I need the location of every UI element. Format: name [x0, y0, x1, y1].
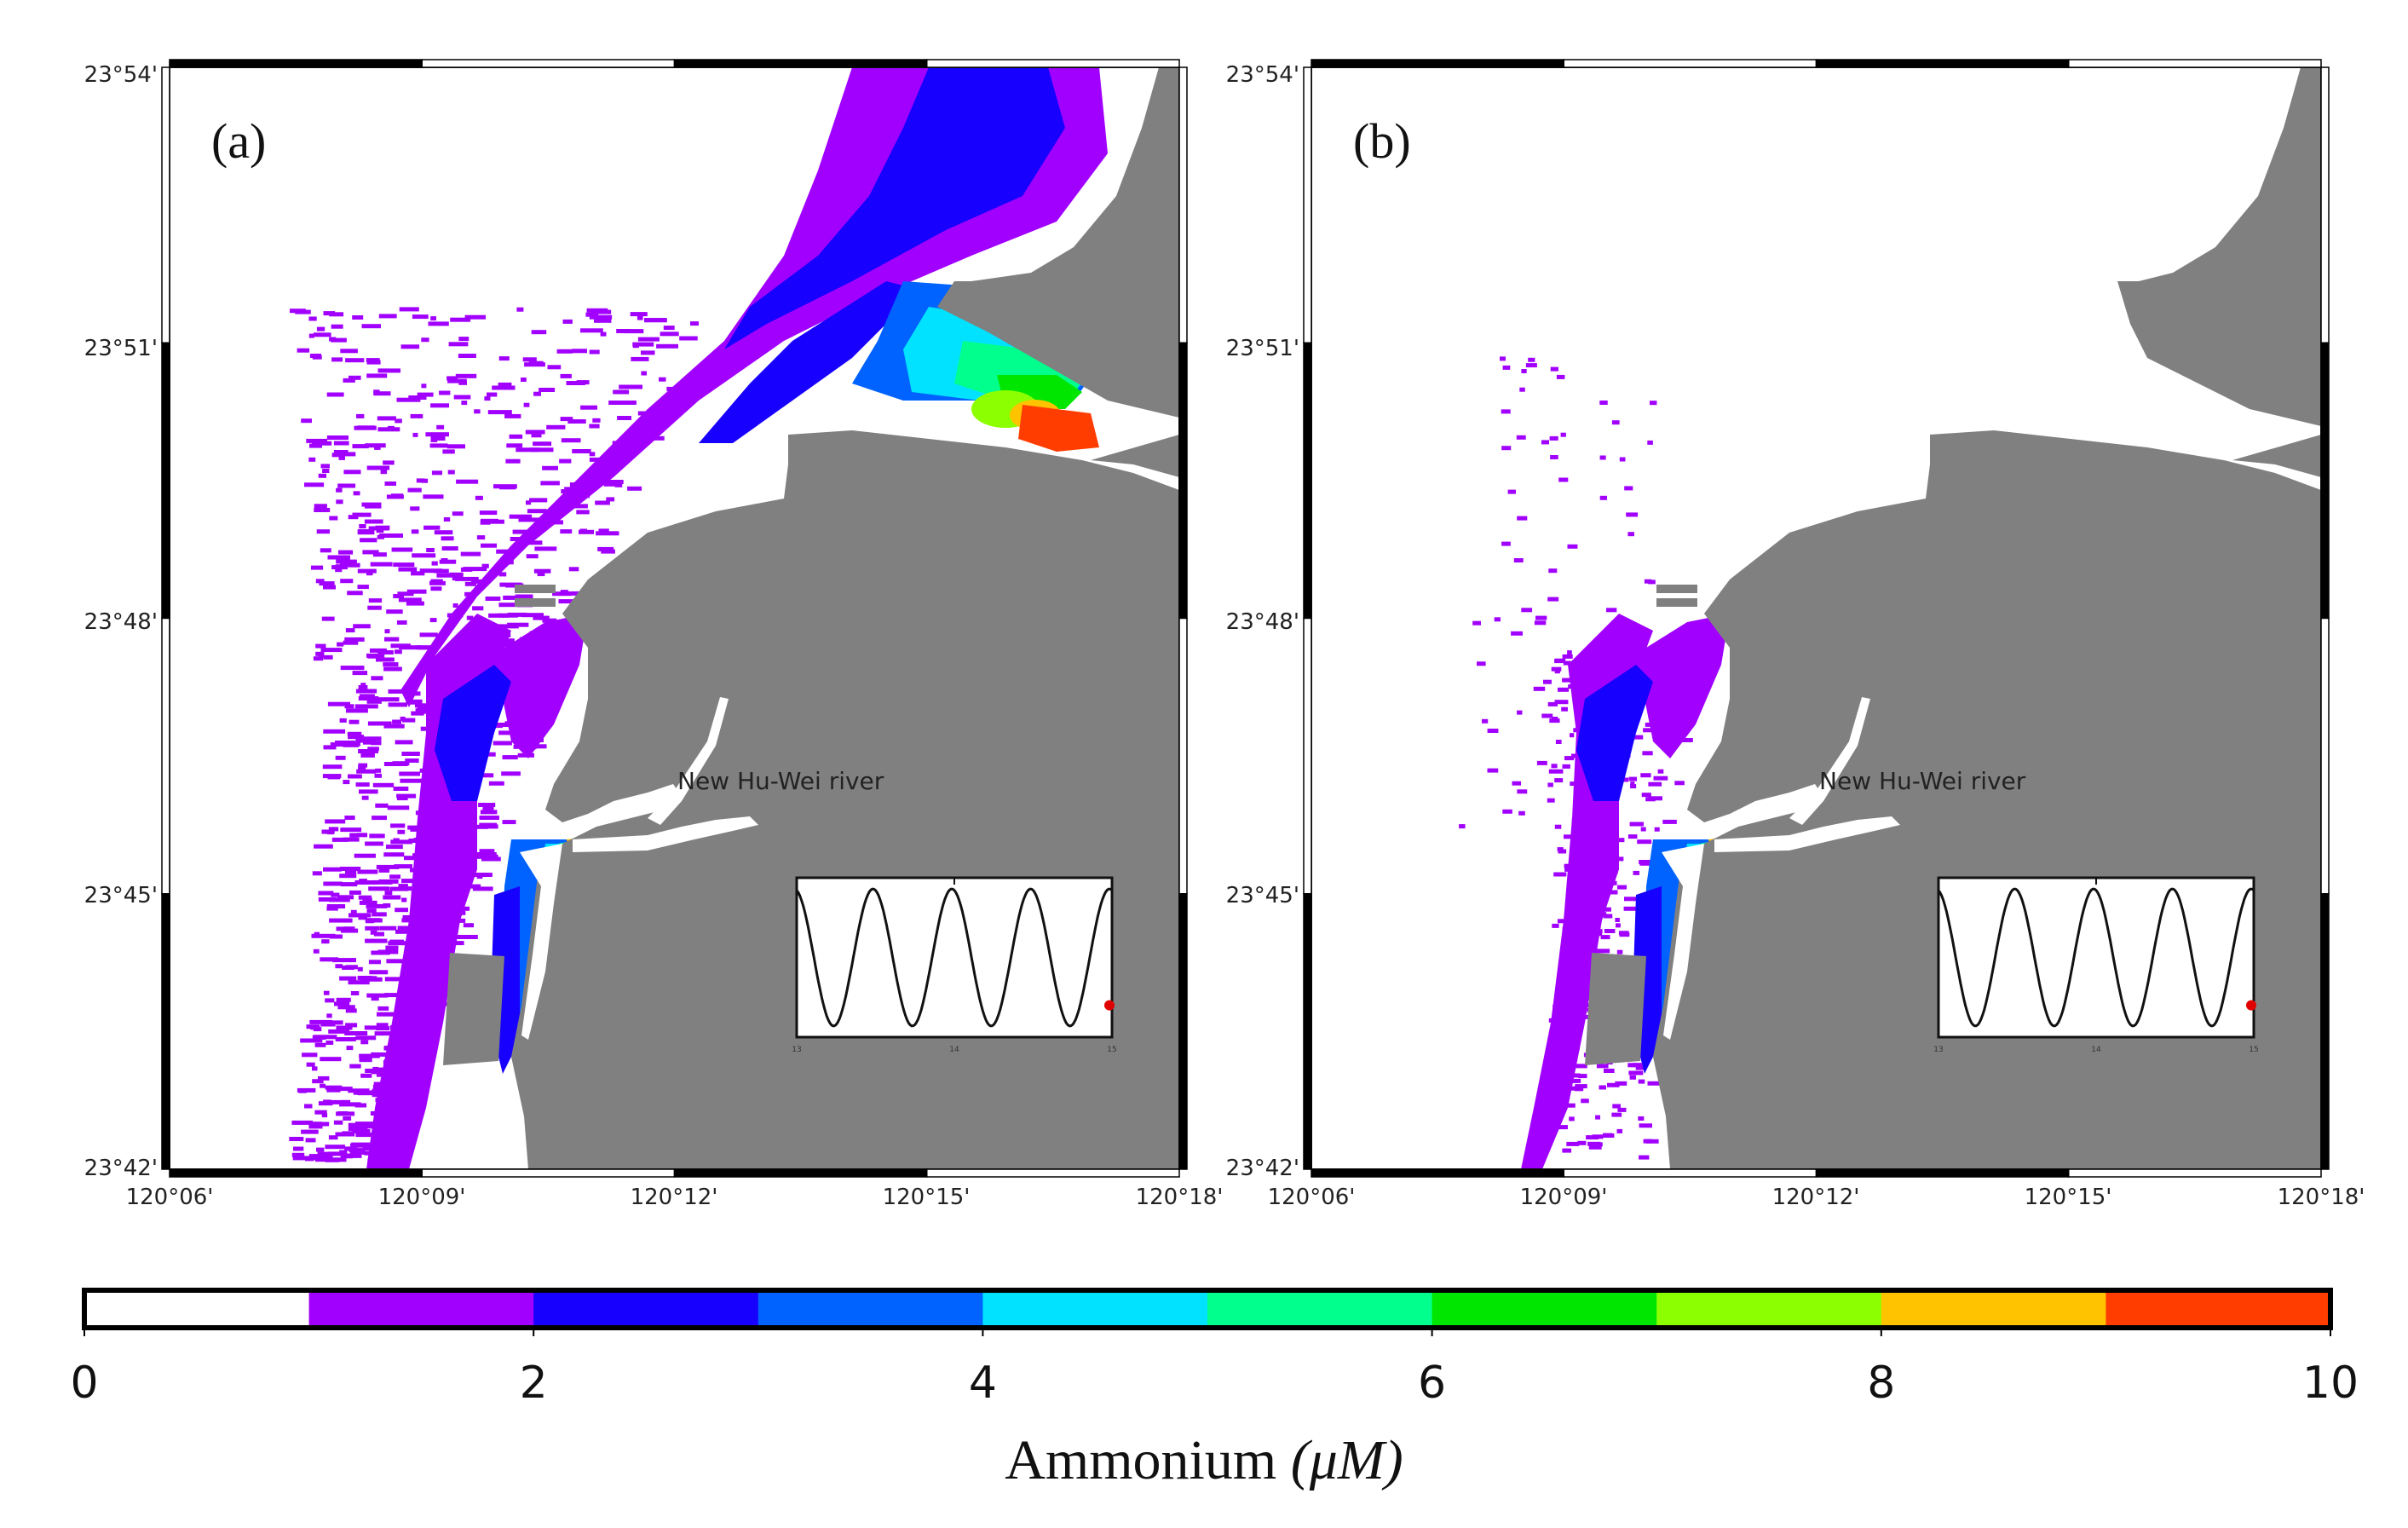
inset-tick-label: 13 — [1933, 1046, 1943, 1054]
river-channel — [520, 697, 758, 1040]
inset-tick-label: 14 — [949, 1046, 959, 1054]
longitude-tick-label: 120°06' — [1268, 1185, 1356, 1210]
land-island — [1585, 953, 1646, 1065]
panel-label: (b) — [1353, 113, 1411, 169]
river-label: New Hu-Wei river — [677, 767, 884, 795]
colorbar-title-text: Ammonium — [1005, 1429, 1276, 1491]
inset-tick-label: 15 — [2249, 1046, 2258, 1054]
river-label: New Hu-Wei river — [1819, 767, 2026, 795]
map-frame — [1303, 59, 2330, 1178]
ammonium-plume — [1459, 356, 1772, 1169]
land-north — [937, 67, 1179, 418]
panel-label: (a) — [211, 113, 266, 169]
colorbar: 0 2 4 6 8 10 — [70, 1288, 2359, 1409]
map-panel-a: 23°54'23°51'23°48'23°45'23°42' 120°06' 12… — [84, 59, 1224, 1210]
longitude-tick-label: 120°12' — [631, 1185, 718, 1210]
colorbar-segment — [1207, 1290, 1433, 1328]
colorbar-segment — [84, 1290, 310, 1328]
current-time-marker — [2246, 1000, 2256, 1011]
latitude-tick-label: 23°54' — [1226, 62, 1299, 88]
colorbar-segment — [308, 1290, 534, 1328]
latitude-tick-label: 23°51' — [84, 336, 158, 361]
colorbar-tick-label: 10 — [2302, 1358, 2359, 1409]
colorbar-title: Ammonium (μM) — [1005, 1429, 1403, 1491]
tide-inset: 13 14 15 — [1933, 876, 2259, 1054]
map-panel-b: 23°54'23°51'23°48'23°45'23°42' 120°06' 12… — [1226, 59, 2365, 1210]
latitude-labels: 23°54' 23°51' 23°48' 23°45' 23°42' — [84, 62, 158, 1181]
colorbar-segment — [1881, 1290, 2106, 1328]
latitude-tick-label: 23°45' — [1226, 883, 1299, 908]
current-time-marker — [1104, 1000, 1115, 1011]
colorbar-tick-label: 4 — [969, 1358, 997, 1409]
colorbar-segment — [982, 1290, 1208, 1328]
inset-tick-label: 15 — [1107, 1046, 1116, 1054]
tide-inset: 13 14 15 — [792, 876, 1117, 1054]
latitude-tick-label: 23°42' — [1226, 1156, 1299, 1181]
latitude-tick-label: 23°54' — [84, 62, 158, 88]
colorbar-segment — [758, 1290, 983, 1328]
longitude-labels: 120°06' 120°09' 120°12' 120°15' 120°18' — [1268, 1185, 2365, 1210]
longitude-tick-label: 120°12' — [1772, 1185, 1860, 1210]
latitude-tick-label: 23°48' — [1226, 609, 1299, 635]
colorbar-segment — [2106, 1290, 2331, 1328]
latitude-tick-label: 23°42' — [84, 1156, 158, 1181]
land-north — [2117, 67, 2321, 426]
colorbar-segment — [1432, 1290, 1657, 1328]
colorbar-tick-label: 0 — [70, 1358, 98, 1409]
latitude-tick-label: 23°48' — [84, 609, 158, 635]
latitude-tick-label: 23°51' — [1226, 336, 1299, 361]
colorbar-unit: (μM) — [1291, 1429, 1403, 1491]
inset-tick-label: 13 — [792, 1046, 801, 1054]
inset-tick-label: 14 — [2091, 1046, 2101, 1054]
tide-curve — [1937, 887, 2255, 1028]
longitude-tick-label: 120°15' — [2025, 1185, 2112, 1210]
ammonium-plume — [289, 67, 1108, 1169]
longitude-labels: 120°06' 120°09' 120°12' 120°15' 120°18' — [126, 1185, 1224, 1210]
land-island — [443, 953, 504, 1065]
longitude-tick-label: 120°09' — [1520, 1185, 1608, 1210]
tide-curve — [795, 887, 1113, 1028]
map-frame — [161, 59, 1188, 1178]
river-channel — [1662, 697, 1900, 1040]
colorbar-tick-label: 2 — [520, 1358, 548, 1409]
colorbar-segment — [533, 1290, 759, 1328]
colorbar-tick-label: 8 — [1867, 1358, 1895, 1409]
longitude-tick-label: 120°09' — [378, 1185, 466, 1210]
longitude-tick-label: 120°06' — [126, 1185, 214, 1210]
longitude-tick-label: 120°15' — [883, 1185, 971, 1210]
longitude-tick-label: 120°18' — [2278, 1185, 2365, 1210]
latitude-labels: 23°54' 23°51' 23°48' 23°45' 23°42' — [1226, 62, 1299, 1181]
latitude-tick-label: 23°45' — [84, 883, 158, 908]
longitude-tick-label: 120°18' — [1136, 1185, 1224, 1210]
colorbar-tick-label: 6 — [1418, 1358, 1446, 1409]
colorbar-segment — [1656, 1290, 1882, 1328]
